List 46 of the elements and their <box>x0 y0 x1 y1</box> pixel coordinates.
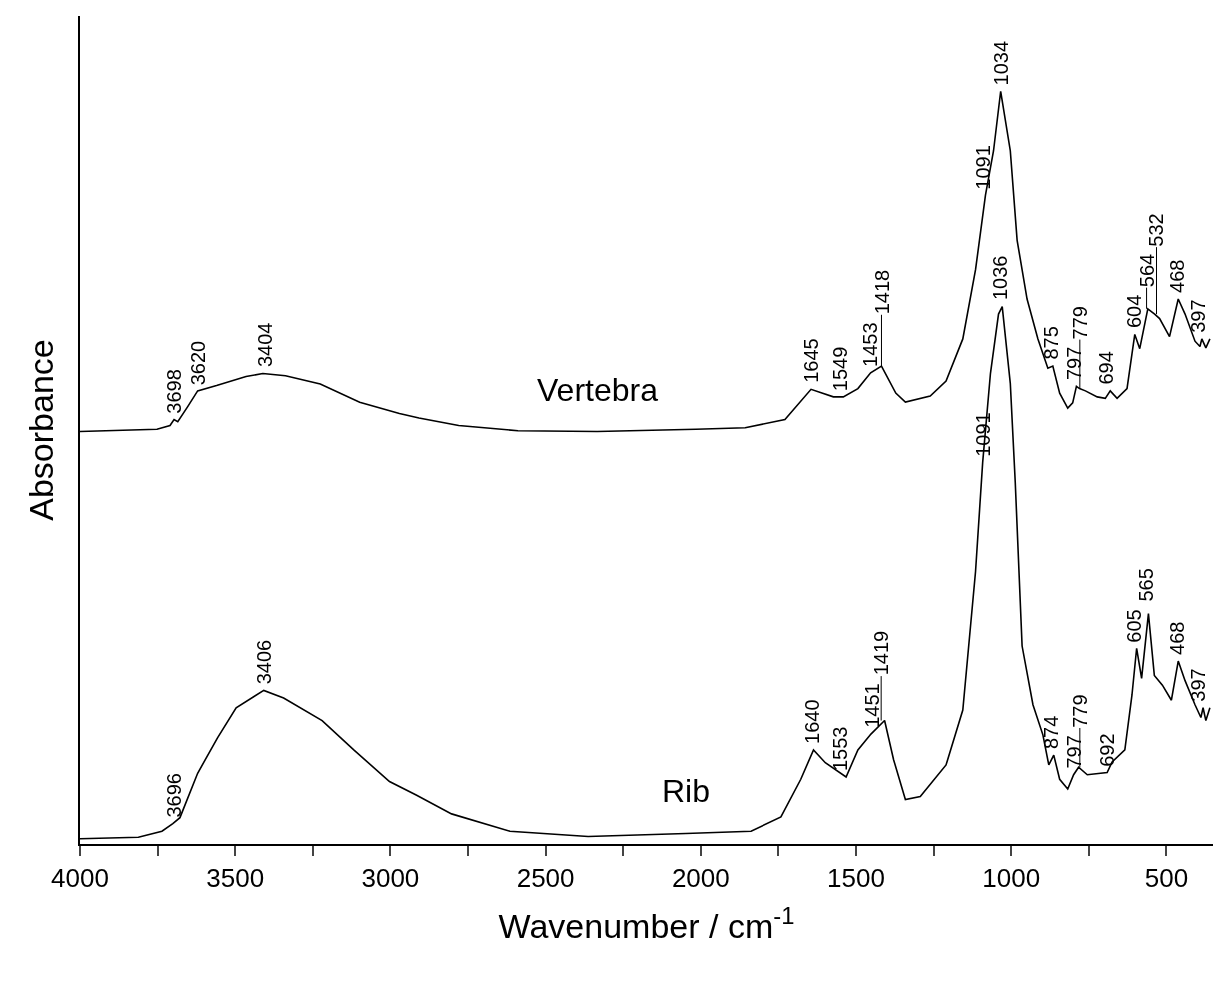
annotation: 874 <box>1039 715 1062 750</box>
annotation: 797 <box>1063 735 1085 769</box>
series-label: Rib <box>662 773 711 809</box>
annotation: 532 <box>1145 213 1168 247</box>
annotation: 3698 <box>162 369 185 414</box>
annotation: 1091 <box>972 412 995 457</box>
annotation: 565 <box>1134 568 1157 602</box>
x-tick-label: 2500 <box>516 863 575 894</box>
annotation: 468 <box>1165 621 1188 655</box>
x-tick-label: 3000 <box>361 863 420 894</box>
annotation: 875 <box>1039 326 1062 360</box>
x-tick-label: 500 <box>1144 863 1189 894</box>
annotation: 1453 <box>859 322 882 367</box>
annotation: 604 <box>1123 294 1146 329</box>
x-tick-label: 3500 <box>206 863 265 894</box>
annotation: 1091 <box>972 145 995 190</box>
x-tick-label: 1500 <box>827 863 885 894</box>
annotation: 3620 <box>186 340 209 386</box>
x-tick-label: 4000 <box>51 863 109 894</box>
annotation: 1036 <box>989 255 1012 301</box>
series-label: Vertebra <box>537 372 659 408</box>
annotation: 797 <box>1063 346 1086 381</box>
y-axis-title: Absorbance <box>22 339 61 521</box>
x-tick-label: 2000 <box>671 863 730 894</box>
annotation: 3404 <box>253 322 276 368</box>
annotation: 468 <box>1165 259 1188 293</box>
annotation: 1640 <box>801 699 824 744</box>
annotation: 3696 <box>163 773 186 818</box>
annotation: 779 <box>1069 306 1092 340</box>
annotation: 779 <box>1068 694 1091 728</box>
annotation: 1549 <box>829 346 852 392</box>
x-axis-title: Wavenumber / cm$^{-1}$ <box>498 901 795 945</box>
annotation: 692 <box>1095 733 1118 767</box>
x-tick-label: 1000 <box>982 863 1041 894</box>
annotation: 1553 <box>829 726 852 772</box>
annotation: 1451 <box>860 683 883 728</box>
annotation: 397 <box>1186 299 1209 333</box>
annotation: 1418 <box>870 269 893 315</box>
annotation: 605 <box>1123 609 1146 643</box>
annotation: 1034 <box>989 40 1012 86</box>
annotation: 397 <box>1187 668 1210 702</box>
annotation: 3406 <box>253 639 276 685</box>
annotation: 1419 <box>870 630 893 676</box>
annotation: 1645 <box>800 338 823 383</box>
annotation: 694 <box>1094 351 1117 385</box>
annotation: 564 <box>1135 253 1158 288</box>
